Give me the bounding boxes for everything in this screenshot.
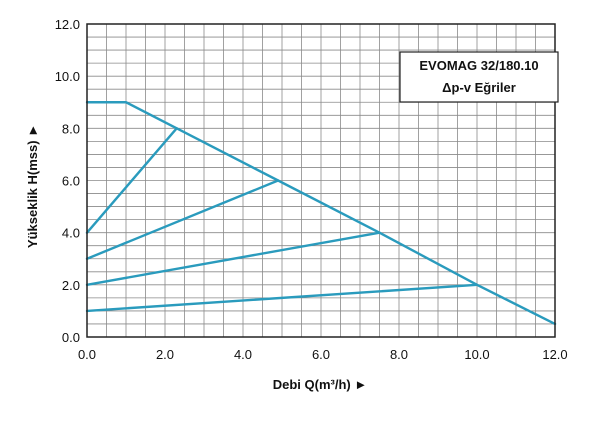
series-dp-v-line (85, 179, 280, 260)
x-tick-labels: 0.0 2.0 4.0 6.0 8.0 10.0 12.0 (78, 347, 568, 362)
x-tick-label: 2.0 (156, 347, 174, 362)
y-tick-label: 6.0 (62, 174, 80, 189)
series-group (85, 101, 557, 326)
x-tick-label: 12.0 (542, 347, 567, 362)
legend-box-frame (399, 51, 559, 103)
x-tick-label: 4.0 (234, 347, 252, 362)
legend-title-line1: EVOMAG 32/180.10 (419, 58, 538, 73)
series-dp-v-line (85, 231, 381, 287)
y-tick-label: 4.0 (62, 226, 80, 241)
legend-box: EVOMAG 32/180.10 Δp-v Eğriler (399, 51, 559, 103)
x-axis-label: Debi Q(m³/h) ► (273, 377, 367, 392)
y-tick-label: 8.0 (62, 121, 80, 136)
series-dp-v-line (85, 283, 479, 313)
x-tick-label: 0.0 (78, 347, 96, 362)
x-tick-label: 10.0 (464, 347, 489, 362)
y-tick-labels: 0.0 2.0 4.0 6.0 8.0 10.0 12.0 (55, 17, 80, 345)
y-axis-label: Yükseklik H(mss) ► (25, 124, 40, 248)
x-tick-label: 6.0 (312, 347, 330, 362)
y-tick-label: 2.0 (62, 278, 80, 293)
series-dp-v-line (85, 127, 178, 234)
y-tick-label: 0.0 (62, 330, 80, 345)
legend-title-line2: Δp-v Eğriler (442, 80, 516, 95)
plot-frame (86, 23, 556, 338)
y-tick-label: 12.0 (55, 17, 80, 32)
y-tick-label: 10.0 (55, 69, 80, 84)
x-tick-label: 8.0 (390, 347, 408, 362)
